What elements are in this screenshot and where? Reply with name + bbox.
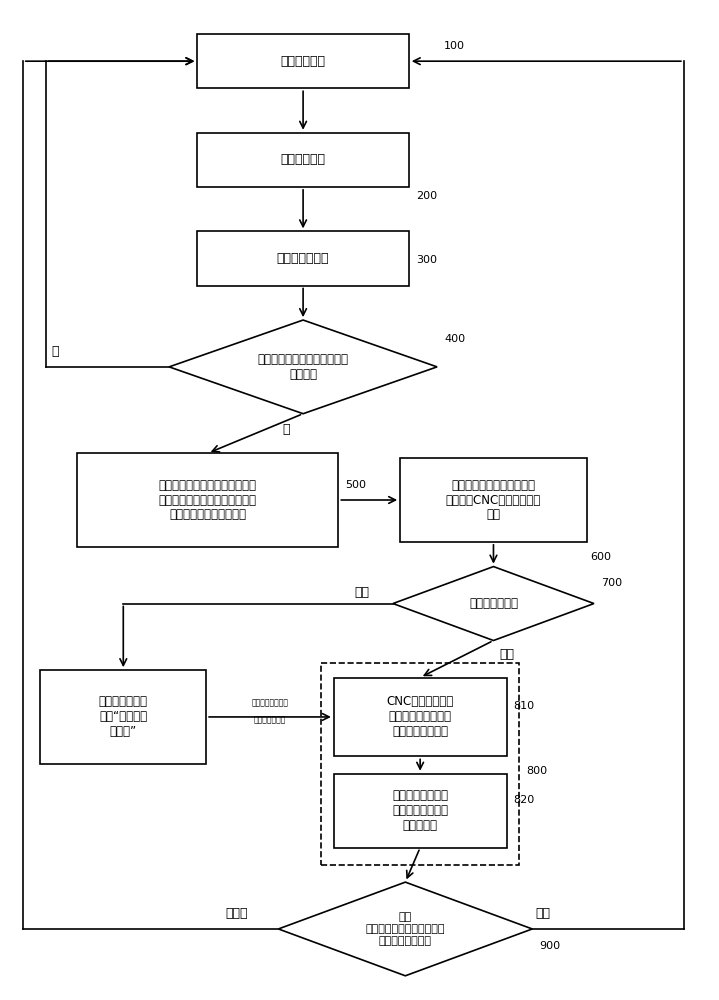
Text: 判断机器的状态: 判断机器的状态 [469,597,518,610]
Text: 810: 810 [513,701,535,711]
Text: 否: 否 [51,345,59,358]
Text: 停机: 停机 [354,586,370,599]
Text: 待机: 待机 [499,648,514,661]
Text: 700: 700 [601,578,622,588]
Text: 800: 800 [526,766,547,776]
Text: 输入加工参数: 输入加工参数 [280,55,326,68]
Text: 完成: 完成 [536,907,551,920]
Text: CNC加载可执行文
件，控制机器程序化
的对工件进行加工: CNC加载可执行文 件，控制机器程序化 的对工件进行加工 [387,695,454,738]
Bar [334,774,506,848]
Text: 900: 900 [539,941,560,951]
Text: 500: 500 [345,480,367,490]
Bar [334,678,506,756]
Text: 100: 100 [444,41,465,51]
Text: 820: 820 [513,795,535,805]
Bar [197,34,409,88]
Text: 400: 400 [444,334,465,344]
Text: 对工艺数值是否符合运算方式
进行判断: 对工艺数值是否符合运算方式 进行判断 [257,353,349,381]
Polygon shape [169,320,437,414]
Polygon shape [278,882,532,976]
Text: 加工作业的指令: 加工作业的指令 [254,715,286,724]
Polygon shape [393,567,594,641]
Bar [78,453,339,547]
Bar [400,458,587,542]
Text: 由操作者给出执行: 由操作者给出执行 [252,698,288,707]
Text: 生成返回代码，
提示“可执行加
工作业”: 生成返回代码， 提示“可执行加 工作业” [99,695,148,738]
Bar [197,231,409,286]
Text: 产生工艺数值: 产生工艺数值 [280,153,326,166]
Text: 600: 600 [590,552,611,562]
Text: 运算方式的识别: 运算方式的识别 [277,252,329,265]
Text: 未完成: 未完成 [226,907,248,920]
Text: 是: 是 [282,423,290,436]
Bar [321,663,519,865]
Text: 判断
与输入加工参数相关联的全
部工艺是否均完成: 判断 与输入加工参数相关联的全 部工艺是否均完成 [365,912,445,946]
Text: 根据工艺数值所对应的运算方式
对工艺数值进行运算处理，得到
经计算的加工坐标点数值: 根据工艺数值所对应的运算方式 对工艺数值进行运算处理，得到 经计算的加工坐标点数… [159,479,257,522]
Text: 200: 200 [416,191,437,201]
Bar [40,670,206,764]
Text: 根据可执行文件的
要求，提供加工后
的反馈参数: 根据可执行文件的 要求，提供加工后 的反馈参数 [392,789,448,832]
Text: 300: 300 [416,255,437,265]
Text: 获得可实施的加工坐标点数
值，产生CNC系统的可执行
文件: 获得可实施的加工坐标点数 值，产生CNC系统的可执行 文件 [446,479,541,522]
Bar [197,133,409,187]
